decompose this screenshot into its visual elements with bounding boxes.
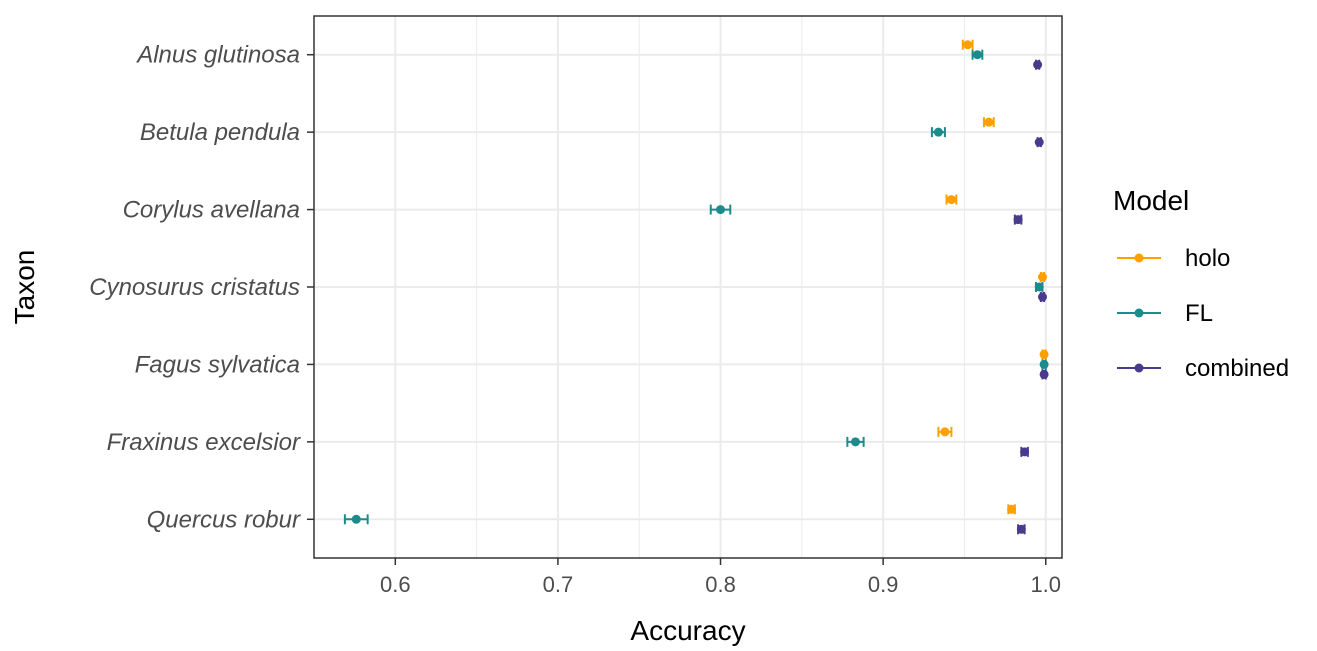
legend-item-combined: combined (1117, 355, 1289, 382)
data-point-FL (1039, 359, 1049, 370)
legend-key-point (1134, 363, 1144, 373)
data-point-holo (1039, 349, 1049, 360)
point-marker (1034, 282, 1044, 292)
y-category-label: Fagus sylvatica (135, 351, 300, 378)
data-point-holo (937, 426, 953, 437)
point-marker (850, 437, 860, 447)
point-marker (1034, 137, 1044, 147)
x-axis-title: Accuracy (630, 615, 745, 646)
legend-item-holo: holo (1117, 245, 1230, 272)
data-point-FL (846, 436, 865, 447)
legend-label: holo (1185, 245, 1230, 272)
data-point-combined (1016, 524, 1026, 535)
point-marker (1033, 60, 1043, 70)
chart-marks (343, 39, 1049, 535)
data-point-combined (1034, 137, 1044, 148)
point-marker (963, 40, 973, 50)
legend-title: Model (1113, 185, 1189, 216)
data-point-holo (961, 39, 974, 50)
point-marker (1013, 215, 1023, 225)
legend: Model holo FL combined (1113, 185, 1289, 382)
legend-item-FL: FL (1117, 300, 1213, 327)
x-tick-label: 0.6 (380, 572, 411, 597)
y-category-label: Betula pendula (140, 119, 300, 146)
point-marker (984, 117, 994, 127)
x-tick-label: 1.0 (1030, 572, 1061, 597)
point-marker (933, 127, 943, 137)
point-marker (1020, 447, 1030, 457)
data-point-combined (1037, 292, 1047, 302)
data-point-holo (945, 194, 958, 205)
y-category-label: Alnus glutinosa (135, 42, 300, 69)
data-point-FL (930, 127, 946, 138)
data-point-combined (1039, 369, 1049, 380)
point-marker (1037, 292, 1047, 302)
data-point-holo (1007, 504, 1017, 515)
point-marker (351, 514, 361, 524)
data-point-combined (1033, 59, 1043, 70)
point-marker (716, 205, 726, 215)
grid (314, 16, 1062, 558)
data-point-combined (1020, 446, 1030, 457)
point-marker (946, 195, 956, 205)
legend-key-point (1134, 253, 1144, 263)
y-axis-title: Taxon (9, 250, 40, 325)
legend-label: combined (1185, 355, 1289, 382)
x-tick-label: 0.8 (705, 572, 736, 597)
point-marker (940, 427, 950, 437)
x-tick-label: 0.9 (868, 572, 899, 597)
data-point-FL (971, 49, 984, 60)
data-point-combined (1013, 214, 1023, 225)
y-category-label: Cynosurus cristatus (89, 274, 300, 301)
legend-label: FL (1185, 300, 1213, 327)
data-point-FL (1034, 282, 1044, 292)
point-marker (1039, 369, 1049, 379)
legend-key-point (1134, 308, 1144, 318)
data-point-holo (982, 117, 995, 128)
point-marker (1007, 504, 1017, 514)
point-marker (1037, 272, 1047, 282)
point-marker (1039, 349, 1049, 359)
x-tick-label: 0.7 (543, 572, 574, 597)
data-point-FL (709, 204, 732, 215)
y-category-label: Fraxinus excelsior (107, 429, 301, 456)
y-category-label: Quercus robur (147, 506, 301, 533)
point-marker (1016, 524, 1026, 534)
data-point-FL (343, 514, 369, 525)
point-marker (1039, 359, 1049, 369)
data-point-holo (1037, 272, 1047, 282)
y-category-label: Corylus avellana (123, 197, 300, 224)
axes: 0.6 0.7 0.8 0.9 1.0 Alnus glutinosa Betula pen… (89, 42, 1061, 597)
point-marker (972, 50, 982, 60)
